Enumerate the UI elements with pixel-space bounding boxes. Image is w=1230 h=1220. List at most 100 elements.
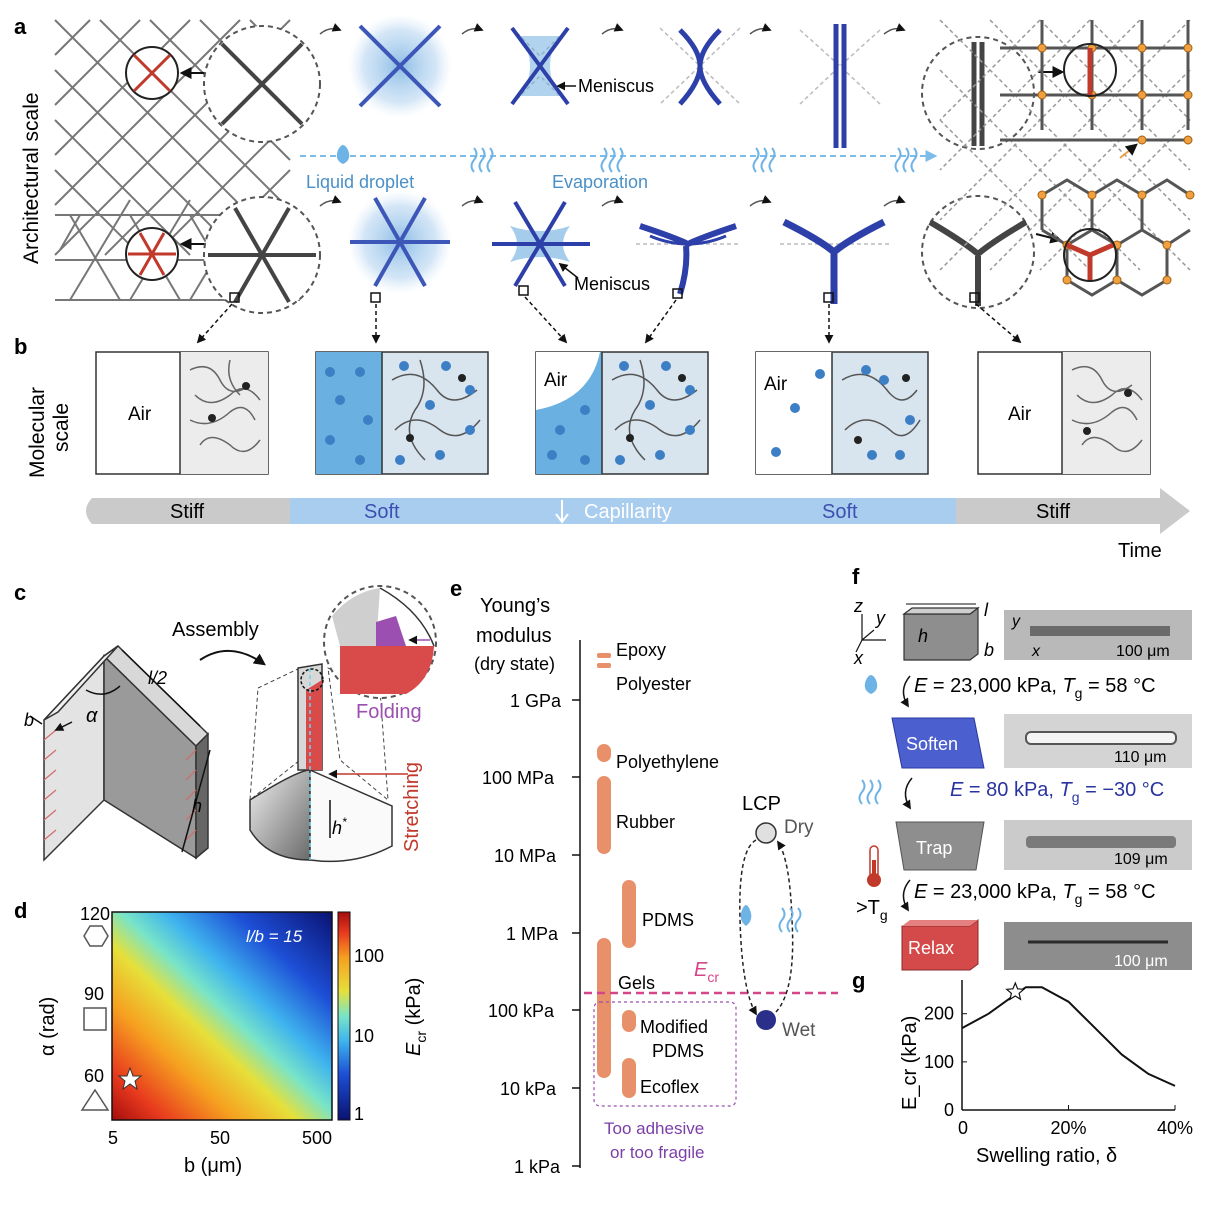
molecular-scale-label-1: Molecular xyxy=(26,387,49,478)
axis-x: x xyxy=(853,648,864,668)
timeline-capillarity: Capillarity xyxy=(584,501,672,523)
hinge-alpha-label: α xyxy=(86,705,98,727)
timeline-soft-left: Soft xyxy=(364,501,400,523)
ytick-90: 90 xyxy=(84,984,104,1004)
chart-g-xtick: 0 xyxy=(958,1118,968,1138)
molecular-box-1: Air xyxy=(95,351,269,475)
state-trap: Trap xyxy=(916,838,952,858)
state-soften: Soften xyxy=(906,734,958,754)
scale-bar-1: 100 μm xyxy=(1116,643,1170,660)
time-flow-arrow: Liquid droplet Evaporation xyxy=(300,145,938,192)
too-adhesive-2: or too fragile xyxy=(610,1143,705,1162)
zoom-x-collapsed-top xyxy=(799,24,881,148)
highlight-x-top xyxy=(125,46,206,100)
triangle-icon xyxy=(80,1088,110,1111)
zoom-x-collapsed-dry-top xyxy=(921,36,1065,150)
xtick-50: 50 xyxy=(210,1128,230,1148)
chart-g-xlabel: Swelling ratio, δ xyxy=(976,1145,1117,1167)
panel-label-b: b xyxy=(14,334,27,359)
hinge-b-label: b xyxy=(24,710,34,730)
material-gels: Gels xyxy=(618,973,655,993)
meniscus-label-bottom: Meniscus xyxy=(574,274,650,294)
modulus-title-1: Young’s xyxy=(480,595,550,617)
assembly-label: Assembly xyxy=(172,619,259,641)
timeline-stiff-left: Stiff xyxy=(170,501,205,523)
panel-d-heatmap: l/b = 15 120 90 60 α (rad) 5 50 500 b (μ… xyxy=(37,904,429,1177)
ytick-60: 60 xyxy=(84,1066,104,1086)
cbar-label: Ecr (kPa) xyxy=(403,978,429,1056)
wet-label: Wet xyxy=(782,1020,816,1041)
modulus-title-3: (dry state) xyxy=(474,654,555,674)
timeline-bar: Stiff Soft Capillarity Soft Stiff Time xyxy=(86,488,1190,562)
micrograph-axis-y: y xyxy=(1011,613,1021,630)
air-label-5: Air xyxy=(1008,404,1032,425)
droplet-icon xyxy=(336,145,350,164)
timeline-stiff-right: Stiff xyxy=(1036,501,1071,523)
zoom-star-wet-bottom xyxy=(348,190,452,294)
scale-bar-3: 109 μm xyxy=(1114,851,1168,868)
hinge-h-label: h xyxy=(192,796,202,816)
tick-1mpa: 1 MPa xyxy=(506,924,559,944)
hstar-label: h* xyxy=(332,815,347,838)
xtick-500: 500 xyxy=(302,1128,332,1148)
chart-g-ylabel: E_cr (kPa) xyxy=(899,1016,921,1110)
chart-g: E_cr (kPa) Swelling ratio, δ 0 20% 40% 0 100… xyxy=(899,980,1193,1167)
panel-c-assembly: Assembly h* Folding Stretching xyxy=(172,585,437,863)
molecular-box-4: Air xyxy=(755,351,929,475)
panel-label-a: a xyxy=(14,14,27,39)
trap-block xyxy=(895,821,985,871)
chart-g-series-line xyxy=(961,986,1176,1087)
air-label-4: Air xyxy=(764,374,788,395)
hexagon-icon xyxy=(83,925,109,947)
star-marker-icon xyxy=(117,1066,143,1091)
zoom-star-collapsed-dry-bottom xyxy=(921,195,1063,309)
chart-g-star-marker xyxy=(1005,981,1026,1001)
tick-10kpa: 10 kPa xyxy=(500,1079,557,1099)
scale-bar-2: 110 μm xyxy=(1114,749,1167,766)
dim-b: b xyxy=(984,640,994,660)
soften-block xyxy=(891,717,985,769)
molecular-scale-label-2: scale xyxy=(50,403,73,452)
panel-label-g: g xyxy=(852,968,865,993)
zoom-x-meniscus-top: Meniscus xyxy=(510,26,654,106)
axis-z: z xyxy=(853,596,863,616)
zoom-star-meniscus-bottom: Meniscus xyxy=(492,200,650,294)
material-rubber: Rubber xyxy=(616,812,675,832)
chart-g-xtick: 40% xyxy=(1157,1118,1193,1138)
tick-1gpa: 1 GPa xyxy=(510,691,562,711)
material-modified: Modified xyxy=(640,1017,708,1037)
ecr-label: Ecr xyxy=(694,959,719,985)
dim-h: h xyxy=(918,626,928,646)
cbar-tick-100: 100 xyxy=(354,946,384,966)
panel-e-modulus: Young’s modulus (dry state) 1 GPa 100 MP… xyxy=(474,595,838,1177)
micrograph-4 xyxy=(1004,922,1192,970)
evaporation-icon xyxy=(470,147,918,173)
eq-1: E = 23,000 kPa, Tg = 58 °C xyxy=(914,675,1156,701)
material-polyethylene: Polyethylene xyxy=(616,752,719,772)
air-label-3: Air xyxy=(544,370,568,391)
tick-10mpa: 10 MPa xyxy=(494,846,557,866)
zoom-arrows-a-to-b xyxy=(196,285,1022,344)
state-relax: Relax xyxy=(908,938,954,958)
dim-l: l xyxy=(984,600,989,620)
heatmap-title: l/b = 15 xyxy=(246,927,303,946)
molecular-box-2 xyxy=(315,351,489,475)
highlight-star-bottom xyxy=(125,227,206,281)
panel-label-e: e xyxy=(450,576,462,601)
air-label-1: Air xyxy=(128,404,152,425)
colorbar xyxy=(337,911,351,1121)
chart-g-ytick: 100 xyxy=(924,1052,954,1072)
heatmap-xlabel: b (μm) xyxy=(184,1155,242,1177)
dry-label: Dry xyxy=(784,817,814,838)
panel-label-c: c xyxy=(14,580,26,605)
time-label: Time xyxy=(1118,540,1162,562)
eq-2: E = 80 kPa, Tg = −30 °C xyxy=(950,779,1164,805)
zoom-star-dry-bottom xyxy=(203,196,321,314)
folding-label: Folding xyxy=(356,701,422,723)
modulus-title-2: modulus xyxy=(476,625,552,647)
material-pdms: PDMS xyxy=(642,910,694,930)
material-ecoflex: Ecoflex xyxy=(640,1077,699,1097)
micrograph-axis-x: x xyxy=(1031,643,1041,660)
molecular-box-3: Air xyxy=(535,351,709,475)
